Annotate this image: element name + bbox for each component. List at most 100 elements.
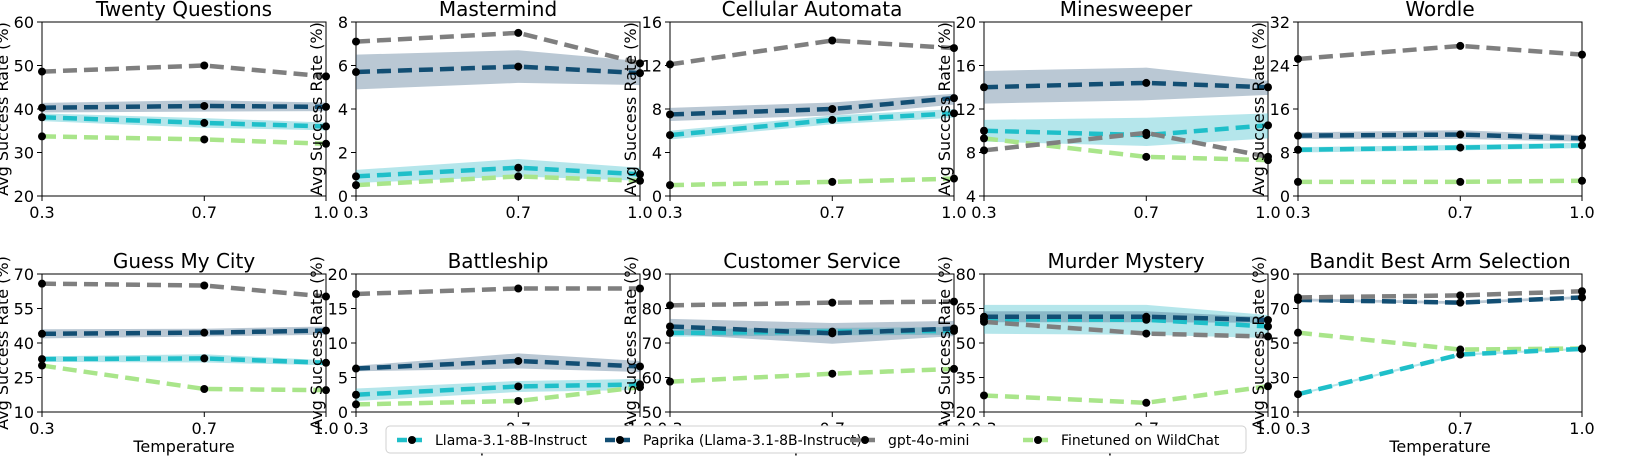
data-point-paprika-llama-3-1-8b-instruct — [1264, 83, 1272, 92]
y-tick-label: 65 — [956, 300, 976, 319]
y-axis-label: Avg Success Rate (%) — [621, 256, 640, 430]
x-tick-label: 0.7 — [1134, 203, 1159, 222]
legend-marker — [861, 436, 869, 444]
series-line-llama-3-1-8b-instruct — [41, 115, 327, 129]
data-point-gpt-4o-mini — [1264, 332, 1272, 341]
panel-title: Wordle — [1405, 0, 1474, 21]
y-tick-label: 90 — [1270, 265, 1290, 284]
series-line-finetuned-on-wildchat — [669, 176, 955, 188]
data-point-gpt-4o-mini — [322, 72, 330, 81]
data-point-gpt-4o-mini — [1142, 128, 1151, 137]
band-paprika-llama-3-1-8b-instruct — [356, 50, 640, 90]
band-paprika-llama-3-1-8b-instruct — [670, 318, 954, 344]
panel-twenty-questions: Twenty Questions 20 30 40 50 60 0.3 0.7 1.0 Avg S… — [0, 0, 339, 222]
data-point-paprika-llama-3-1-8b-instruct — [828, 105, 837, 113]
data-point-llama-3-1-8b-instruct — [352, 390, 360, 399]
y-tick-label: 8 — [966, 144, 976, 163]
data-point-finetuned-on-wildchat — [514, 396, 523, 405]
data-point-gpt-4o-mini — [1294, 54, 1302, 63]
data-point-llama-3-1-8b-instruct — [980, 126, 988, 135]
y-tick-label: 8 — [652, 100, 662, 119]
series-line-paprika-llama-3-1-8b-instruct — [355, 358, 641, 371]
panel-cellular-automata: Cellular Automata 0 4 8 12 16 0.3 0.7 1.0 Avg Suc… — [621, 0, 967, 222]
x-tick-label: 1.0 — [627, 203, 652, 222]
y-tick-label: 55 — [14, 300, 34, 319]
data-point-gpt-4o-mini — [1456, 291, 1465, 300]
data-point-paprika-llama-3-1-8b-instruct — [38, 329, 46, 338]
data-point-paprika-llama-3-1-8b-instruct — [514, 356, 523, 365]
panel-mastermind: Mastermind 0 2 4 6 8 0.3 0.7 1.0 Avg Success Rate… — [307, 0, 653, 222]
x-tick-label: 0.3 — [29, 203, 54, 222]
y-tick-label: 80 — [956, 265, 976, 284]
data-point-finetuned-on-wildchat — [200, 135, 209, 144]
series-line-paprika-llama-3-1-8b-instruct — [669, 95, 955, 117]
data-point-finetuned-on-wildchat — [950, 364, 958, 373]
data-point-finetuned-on-wildchat — [352, 400, 360, 409]
data-point-finetuned-on-wildchat — [666, 181, 674, 190]
series-line-paprika-llama-3-1-8b-instruct — [1297, 132, 1583, 141]
data-point-gpt-4o-mini — [828, 36, 837, 45]
data-point-paprika-llama-3-1-8b-instruct — [1578, 293, 1586, 302]
data-point-gpt-4o-mini — [828, 298, 837, 307]
y-tick-label: 90 — [642, 265, 662, 284]
y-tick-label: 30 — [14, 144, 34, 163]
data-point-llama-3-1-8b-instruct — [636, 380, 644, 389]
data-point-gpt-4o-mini — [1294, 293, 1302, 302]
y-tick-label: 70 — [642, 334, 662, 353]
data-point-gpt-4o-mini — [352, 37, 360, 46]
data-point-paprika-llama-3-1-8b-instruct — [828, 329, 837, 338]
data-point-finetuned-on-wildchat — [666, 377, 674, 386]
plot-frame — [1297, 21, 1583, 197]
y-tick-label: 50 — [956, 334, 976, 353]
data-point-gpt-4o-mini — [1456, 41, 1465, 50]
plot-frame — [355, 273, 641, 413]
x-tick-label: 0.3 — [657, 203, 682, 222]
y-tick-label: 5 — [338, 369, 348, 388]
data-point-gpt-4o-mini — [322, 292, 330, 301]
x-tick-label: 1.0 — [1255, 419, 1280, 438]
legend-frame — [385, 425, 1247, 454]
data-point-finetuned-on-wildchat — [200, 385, 209, 393]
series-line-llama-3-1-8b-instruct — [1297, 346, 1583, 397]
series-line-gpt-4o-mini — [1297, 289, 1583, 300]
y-tick-label: 40 — [14, 100, 34, 119]
series-line-llama-3-1-8b-instruct — [355, 165, 641, 179]
x-tick-label: 0.7 — [192, 419, 217, 438]
data-point-paprika-llama-3-1-8b-instruct — [322, 102, 330, 111]
data-point-gpt-4o-mini — [514, 284, 523, 293]
legend-entry-llama-3-1-8b-instruct: Llama-3.1-8B-Instruct — [397, 433, 588, 449]
x-tick-label: 1.0 — [1569, 203, 1594, 222]
data-point-paprika-llama-3-1-8b-instruct — [950, 324, 958, 333]
y-tick-label: 30 — [1270, 369, 1290, 388]
data-point-finetuned-on-wildchat — [828, 369, 837, 378]
y-tick-label: 0 — [338, 403, 348, 422]
data-point-gpt-4o-mini — [1142, 329, 1151, 338]
series-line-paprika-llama-3-1-8b-instruct — [669, 324, 955, 336]
x-tick-label: 1.0 — [941, 203, 966, 222]
x-tick-label: 0.3 — [343, 203, 368, 222]
data-point-finetuned-on-wildchat — [1264, 382, 1272, 391]
data-point-gpt-4o-mini — [666, 60, 674, 69]
data-point-gpt-4o-mini — [666, 301, 674, 310]
series-line-finetuned-on-wildchat — [41, 134, 327, 147]
y-tick-label: 50 — [14, 57, 34, 76]
data-point-llama-3-1-8b-instruct — [322, 358, 330, 367]
series-line-finetuned-on-wildchat — [669, 366, 955, 384]
data-point-llama-3-1-8b-instruct — [636, 170, 644, 179]
series-line-gpt-4o-mini — [983, 130, 1269, 160]
data-point-gpt-4o-mini — [1578, 50, 1586, 59]
panel-minesweeper: Minesweeper 4 8 12 16 20 0.3 0.7 1.0 Avg Success … — [935, 0, 1281, 222]
y-tick-label: 10 — [14, 403, 34, 422]
data-point-finetuned-on-wildchat — [38, 361, 46, 370]
y-tick-label: 50 — [642, 403, 662, 422]
series-line-gpt-4o-mini — [669, 299, 955, 308]
series-line-finetuned-on-wildchat — [1297, 330, 1583, 352]
plot-frame — [983, 273, 1269, 413]
y-tick-label: 12 — [642, 57, 662, 76]
series-line-finetuned-on-wildchat — [983, 384, 1269, 406]
x-tick-label: 0.3 — [1285, 203, 1310, 222]
data-point-gpt-4o-mini — [200, 281, 209, 290]
data-point-llama-3-1-8b-instruct — [352, 172, 360, 181]
